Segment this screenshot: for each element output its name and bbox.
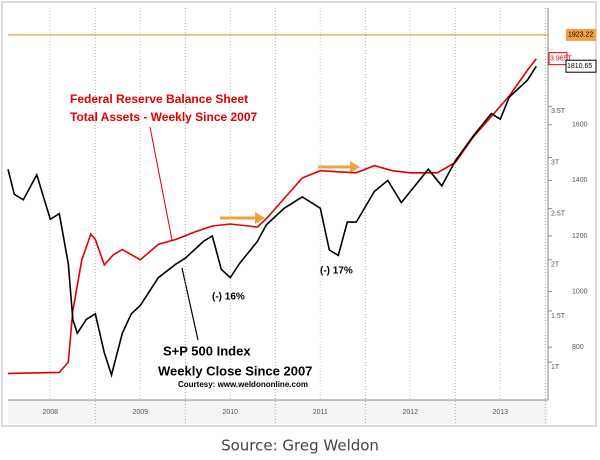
x-tick-label: 2008 <box>43 409 59 416</box>
pointer <box>149 126 173 241</box>
y2-tick-label: 800 <box>572 344 584 351</box>
value-label: 1923.22 <box>568 32 593 39</box>
annotation: S+P 500 Index <box>163 343 251 358</box>
value-box <box>565 59 597 73</box>
arrow-head <box>255 212 265 224</box>
y-tick-label: 3.5T <box>551 108 566 115</box>
value-box <box>548 52 568 66</box>
value-label: 1810.65 <box>567 63 592 70</box>
annotation: Federal Reserve Balance Sheet <box>70 92 248 106</box>
annotation: (-) 17% <box>320 266 353 277</box>
value-box <box>566 28 596 41</box>
annotation: (-) 16% <box>212 292 245 303</box>
annotation: Total Assets - Weekly Since 2007 <box>70 110 258 124</box>
y-tick-label: 1T <box>551 364 560 371</box>
y2-tick-label: 1400 <box>572 177 588 184</box>
annotation: Courtesy: www.weldononline.com <box>178 380 308 389</box>
y2-tick-label: 1600 <box>572 122 588 129</box>
series-line <box>7 65 537 378</box>
arrow-head <box>350 161 360 173</box>
y-tick-label: 1.5T <box>551 313 566 320</box>
y-tick-label: 3T <box>551 159 560 166</box>
pointer <box>181 267 199 341</box>
y2-tick-label: 1000 <box>572 288 588 295</box>
x-tick-label: 2010 <box>223 409 239 416</box>
x-tick-label: 2009 <box>133 409 149 416</box>
value-label: 3.965T <box>550 56 573 63</box>
x-axis-band <box>8 400 548 424</box>
annotation: Weekly Close Since 2007 <box>158 363 312 378</box>
x-tick-label: 2013 <box>493 409 509 416</box>
frame <box>1 1 597 427</box>
y-tick-label: 2.5T <box>551 210 566 217</box>
x-tick-label: 2011 <box>313 409 328 416</box>
source: Source: Greg Weldon <box>221 437 379 455</box>
series-line <box>7 58 537 375</box>
y-tick-label: 2T <box>551 262 560 269</box>
x-tick-label: 2012 <box>403 409 419 416</box>
y2-tick-label: 1200 <box>572 233 588 240</box>
